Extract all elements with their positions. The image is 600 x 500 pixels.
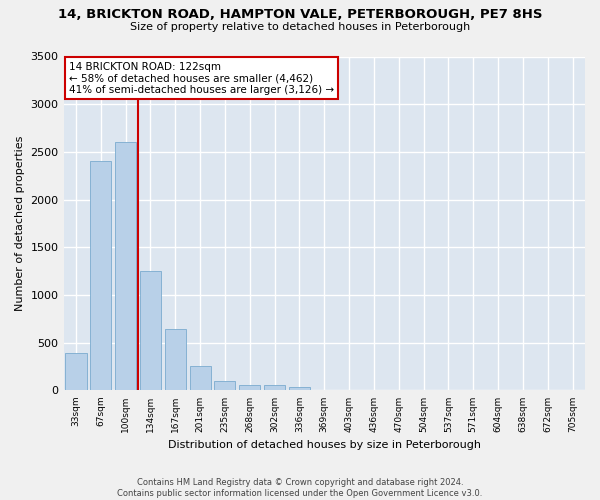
Bar xyxy=(115,142,136,390)
X-axis label: Distribution of detached houses by size in Peterborough: Distribution of detached houses by size … xyxy=(168,440,481,450)
Y-axis label: Number of detached properties: Number of detached properties xyxy=(15,136,25,311)
Bar xyxy=(90,162,112,390)
Bar xyxy=(239,384,260,390)
Bar xyxy=(190,366,211,390)
Text: 14 BRICKTON ROAD: 122sqm
← 58% of detached houses are smaller (4,462)
41% of sem: 14 BRICKTON ROAD: 122sqm ← 58% of detach… xyxy=(69,62,334,94)
Text: 14, BRICKTON ROAD, HAMPTON VALE, PETERBOROUGH, PE7 8HS: 14, BRICKTON ROAD, HAMPTON VALE, PETERBO… xyxy=(58,8,542,20)
Text: Size of property relative to detached houses in Peterborough: Size of property relative to detached ho… xyxy=(130,22,470,32)
Bar xyxy=(65,353,86,391)
Bar xyxy=(140,271,161,390)
Bar xyxy=(289,386,310,390)
Bar xyxy=(264,385,285,390)
Text: Contains HM Land Registry data © Crown copyright and database right 2024.
Contai: Contains HM Land Registry data © Crown c… xyxy=(118,478,482,498)
Bar xyxy=(214,381,235,390)
Bar xyxy=(165,330,186,390)
